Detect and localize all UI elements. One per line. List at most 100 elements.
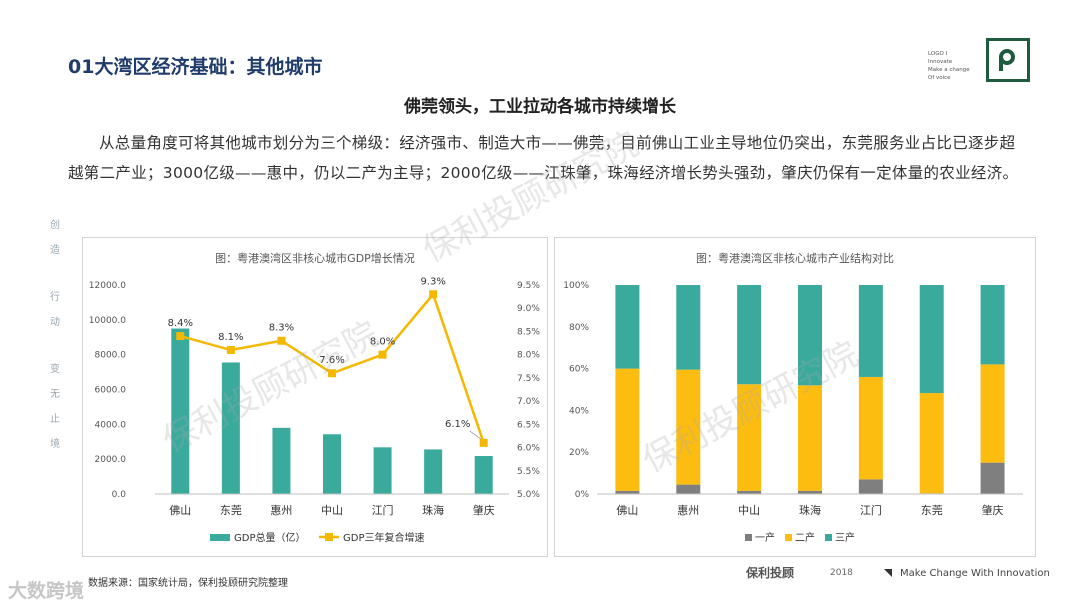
arrow-icon <box>884 569 892 577</box>
stacked-segment <box>676 484 701 494</box>
x-category-label: 惠州 <box>270 503 292 517</box>
y-right-tick-label: 6.0% <box>517 444 540 454</box>
gdp-bar <box>474 456 493 494</box>
stacked-segment <box>676 369 701 485</box>
page-title: 01大湾区经济基础：其他城市 <box>68 56 323 78</box>
section-subtitle: 佛莞领头，工业拉动各城市持续增长 <box>404 97 676 117</box>
gdp-chart-panel: 图：粤港澳湾区非核心城市GDP增长情况 0.0 2000.0 4000.0 6000.0… <box>82 237 548 557</box>
growth-rate-label: 8.3% <box>269 323 294 334</box>
y-left-tick-label: 12000.0 <box>89 281 126 291</box>
x-category-label: 佛山 <box>616 504 638 517</box>
legend-label: 三产 <box>835 531 855 544</box>
stacked-segment <box>737 285 762 385</box>
stacked-segment <box>798 490 822 494</box>
data-source-note: 数据来源：国家统计局，保利投顾研究院整理 <box>88 578 288 589</box>
sidebar-char: 止 <box>50 414 60 425</box>
growth-rate-point <box>328 369 336 378</box>
chart-title: 图：粤港澳湾区非核心城市产业结构对比 <box>696 251 894 265</box>
y-right-tick-label: 8.5% <box>517 327 540 337</box>
stacked-segment <box>858 376 883 480</box>
y-left-tick-label: 4000.0 <box>95 420 127 430</box>
industry-structure-chart-panel: 图：粤港澳湾区非核心城市产业结构对比 0% 20% 40% 60% 80% 100% 佛山 惠州… <box>554 237 1036 557</box>
y-left-tick-label: 10000.0 <box>89 316 126 326</box>
y-right-tick-label: 5.0% <box>517 490 540 500</box>
stacked-segment <box>919 285 944 394</box>
y-tick-label: 80% <box>569 323 589 333</box>
summary-paragraph: 从总量角度可将其他城市划分为三个梯级：经济强市、制造大市——佛莞，目前佛山工业主… <box>68 134 1019 182</box>
stacked-segment <box>919 393 944 494</box>
label-leader-line <box>469 430 481 440</box>
x-category-label: 佛山 <box>169 504 191 517</box>
y-left-tick-label: 6000.0 <box>95 386 127 396</box>
gdp-bar <box>373 447 392 494</box>
legend-label: 二产 <box>795 531 815 544</box>
y-left-tick-label: 8000.0 <box>95 351 127 361</box>
stacked-segment <box>737 384 762 491</box>
logo-text-line: Innovate <box>928 59 953 65</box>
y-right-tick-label: 7.5% <box>517 374 540 384</box>
gdp-chart: 图：粤港澳湾区非核心城市GDP增长情况 0.0 2000.0 4000.0 6000.0… <box>89 251 541 544</box>
legend-swatch <box>745 534 752 541</box>
x-category-label: 肇庆 <box>982 503 1004 517</box>
stacked-segment <box>615 368 640 491</box>
sidebar-char: 创 <box>50 220 60 231</box>
stacked-segment <box>615 285 640 369</box>
growth-rate-point <box>277 336 286 345</box>
stacked-segment <box>615 490 640 494</box>
growth-rate-label: 8.4% <box>168 318 193 329</box>
footer-year: 2018 <box>830 568 853 578</box>
stacked-segment <box>798 285 822 386</box>
gdp-bar <box>323 434 341 494</box>
stacked-segment <box>858 285 883 377</box>
logo-text: LOGO I Innovate Make a change Of voice <box>928 50 980 82</box>
sidebar-char: 动 <box>50 317 60 328</box>
x-category-label: 中山 <box>738 504 760 517</box>
gdp-bar <box>221 362 240 494</box>
y-right-tick-label: 9.5% <box>517 281 540 291</box>
footer-slogan: Make Change With Innovation <box>900 568 1050 579</box>
y-left-tick-label: 0.0 <box>112 490 127 500</box>
stacked-segment <box>798 385 822 491</box>
growth-rate-point <box>479 438 488 447</box>
y-tick-label: 60% <box>569 365 589 375</box>
growth-rate-label: 8.0% <box>370 337 395 348</box>
y-right-tick-label: 7.0% <box>517 397 540 407</box>
brand-logo-icon <box>986 38 1030 82</box>
x-category-label: 东莞 <box>921 504 943 517</box>
y-right-tick-label: 8.0% <box>517 351 540 361</box>
x-category-label: 江门 <box>372 503 394 517</box>
y-right-tick-label: 6.5% <box>517 420 540 430</box>
y-tick-label: 20% <box>569 448 589 458</box>
x-category-label: 珠海 <box>422 503 444 517</box>
gdp-bar <box>272 427 291 494</box>
growth-rate-label: 7.6% <box>319 355 344 366</box>
legend-label: 一产 <box>755 531 775 544</box>
growth-rate-point <box>176 332 185 341</box>
y-left-tick-label: 2000.0 <box>95 455 127 465</box>
legend-swatch <box>825 534 832 541</box>
footer-brand: 保利投顾 <box>746 566 795 580</box>
y-tick-label: 100% <box>563 281 589 291</box>
logo-text-line: LOGO I <box>928 51 948 57</box>
growth-rate-point <box>378 350 387 359</box>
stacked-segment <box>858 479 883 494</box>
sidebar-char: 境 <box>50 439 60 450</box>
x-category-label: 惠州 <box>677 503 699 517</box>
growth-rate-label: 8.1% <box>218 332 243 343</box>
y-right-tick-label: 9.0% <box>517 304 540 314</box>
legend-swatch <box>785 534 792 541</box>
x-category-label: 中山 <box>321 504 343 517</box>
y-tick-label: 40% <box>569 406 589 416</box>
growth-rate-point <box>429 290 438 299</box>
legend-marker-growth <box>325 533 333 541</box>
stacked-segment <box>980 364 1005 463</box>
gdp-bar <box>171 328 190 494</box>
sidebar-char: 造 <box>50 245 60 256</box>
x-category-label: 珠海 <box>799 503 821 517</box>
x-category-label: 江门 <box>860 503 882 517</box>
y-right-tick-label: 5.5% <box>517 467 540 477</box>
sidebar-char: 无 <box>50 389 60 400</box>
stacked-segment <box>980 285 1005 365</box>
stacked-segment <box>980 462 1005 494</box>
growth-rate-label: 6.1% <box>445 419 470 430</box>
